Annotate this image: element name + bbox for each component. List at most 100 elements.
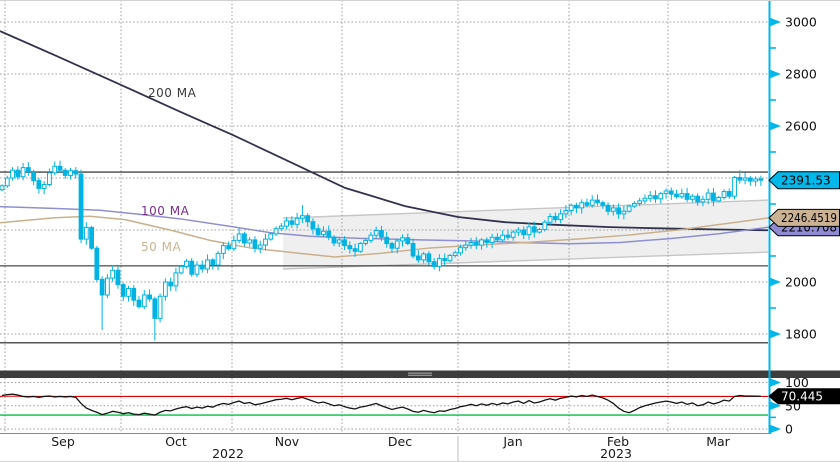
candle-body (521, 229, 527, 236)
candle-body (263, 238, 268, 246)
candle-body (726, 191, 732, 197)
candle-body (616, 207, 621, 215)
candle-body (126, 288, 131, 297)
candle-body (600, 202, 606, 206)
channel-top-line (282, 199, 769, 219)
axis-tick-arrow (770, 69, 781, 79)
ma-100-line (0, 205, 769, 245)
candle-body (184, 260, 189, 267)
candle-body (215, 252, 221, 266)
candle-body (668, 190, 674, 195)
month-label: Feb (607, 434, 629, 449)
candle-body (331, 236, 337, 244)
candle-body (458, 247, 463, 254)
axis-tick-arrow (770, 424, 781, 434)
candle-body (231, 239, 237, 250)
candle-body (31, 171, 37, 182)
candle-body (273, 228, 279, 235)
candle-body (589, 199, 595, 206)
price-axis-label: 2000 (785, 275, 817, 290)
candle-body (747, 177, 753, 182)
candle-body (83, 226, 89, 240)
candle-body (421, 253, 427, 261)
price-panel-canvas[interactable] (0, 0, 768, 371)
candle-body (321, 230, 326, 236)
candle-body (384, 236, 390, 245)
candle-body (468, 241, 474, 246)
ma-100-label: 100 MA (141, 204, 190, 218)
candle-body (178, 265, 184, 274)
candle-body (310, 221, 316, 230)
candle-body (537, 228, 542, 233)
year-label: 2023 (600, 446, 632, 461)
candle-body (716, 197, 722, 202)
candle-body (15, 169, 21, 178)
candle-body (52, 165, 58, 174)
candle-body (289, 220, 295, 225)
candle-body (210, 259, 216, 266)
candle-body (236, 233, 242, 241)
month-label: Jan (502, 434, 522, 449)
candle-body (78, 173, 84, 240)
ma-50-label: 50 MA (141, 240, 182, 254)
candle-body (558, 213, 564, 221)
candle-body (732, 176, 737, 197)
candle-body (753, 178, 759, 182)
candle-body (157, 295, 163, 319)
candle-body (299, 215, 305, 219)
candle-body (494, 236, 500, 241)
candle-body (389, 243, 395, 249)
rsi-panel-canvas[interactable] (0, 378, 768, 433)
candles-layer (0, 160, 764, 341)
candle-body (489, 236, 495, 243)
candle-body (41, 184, 47, 189)
month-label: Mar (706, 434, 730, 449)
rsi-line (1, 393, 761, 416)
candle-body (479, 239, 484, 246)
candle-body (57, 165, 63, 171)
month-label: Sep (51, 434, 75, 449)
ma-200-line (0, 30, 769, 232)
panel-separator-bar[interactable] (0, 370, 840, 379)
candle-body (742, 177, 748, 181)
ma-50-line (0, 215, 769, 258)
candle-body (131, 288, 137, 301)
candle-body (278, 225, 284, 230)
candle-body (437, 258, 442, 267)
axis-tick-arrow (770, 17, 781, 27)
axis-tick-arrow (770, 121, 781, 131)
candle-body (110, 269, 116, 279)
candle-body (268, 233, 274, 240)
candle-body (147, 294, 152, 300)
ma-50-tag-text: 2246.4519 (781, 211, 837, 225)
candle-body (226, 245, 232, 250)
time-axis-scale[interactable] (0, 434, 840, 462)
candle-body (431, 261, 437, 267)
candle-body (500, 234, 506, 241)
candle-body (711, 192, 716, 202)
rsi-axis-label: 100 (785, 375, 809, 390)
candle-body (637, 200, 643, 204)
candle-body (242, 233, 247, 244)
candle-body (442, 258, 448, 262)
price-axis-label: 2600 (785, 119, 817, 134)
candle-body (315, 228, 321, 236)
candle-body (647, 195, 653, 199)
candle-body (400, 237, 405, 242)
axis-tick-arrow (770, 401, 781, 410)
candle-body (584, 202, 590, 206)
candle-body (205, 259, 210, 270)
candle-body (152, 298, 158, 319)
month-label: Oct (165, 434, 187, 449)
price-axis-label: 2800 (785, 67, 817, 82)
candle-body (700, 198, 706, 203)
candle-body (642, 197, 648, 202)
candle-body (721, 191, 727, 199)
price-axis-scale[interactable] (769, 0, 840, 433)
candle-body (595, 199, 600, 204)
candle-body (247, 239, 253, 244)
candle-body (621, 210, 627, 215)
axis-tick-arrow (770, 277, 781, 287)
candle-body (73, 170, 79, 175)
